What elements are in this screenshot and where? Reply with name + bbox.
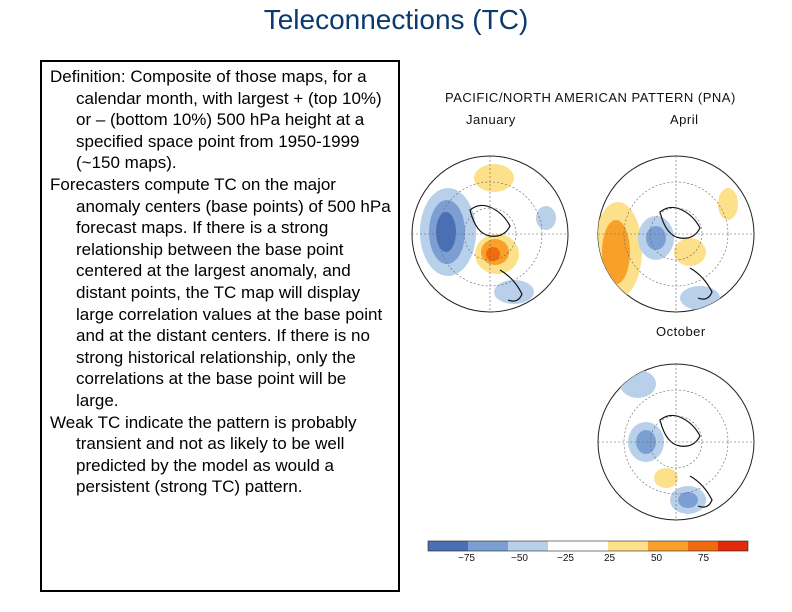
colorbar-segment [688, 541, 718, 551]
figure-title: PACIFIC/NORTH AMERICAN PATTERN (PNA) [445, 90, 736, 105]
map-january [411, 155, 569, 313]
forecasters-paragraph: Forecasters compute TC on the major anom… [50, 174, 391, 410]
month-label-january: January [466, 112, 516, 127]
map-october [597, 363, 755, 521]
colorbar-tick: 75 [698, 553, 710, 564]
colorbar-segment [548, 541, 608, 551]
colorbar-tick: 50 [651, 553, 663, 564]
definition-text-box: Definition: Composite of those maps, for… [40, 60, 400, 592]
map-april [597, 155, 755, 313]
colorbar-segment [608, 541, 648, 551]
colorbar-segment [648, 541, 688, 551]
colorbar-tick: −25 [557, 553, 574, 564]
slide-title: Teleconnections (TC) [263, 4, 529, 35]
month-label-october: October [656, 324, 706, 339]
colorbar-tick: −50 [511, 553, 528, 564]
definition-paragraph: Definition: Composite of those maps, for… [50, 67, 382, 173]
colorbar-segment [718, 541, 748, 551]
colorbar [427, 540, 749, 552]
weak-tc-paragraph: Weak TC indicate the pattern is probably… [50, 412, 357, 497]
colorbar-tick: 25 [604, 553, 616, 564]
colorbar-segment [508, 541, 548, 551]
colorbar-segment [468, 541, 508, 551]
colorbar-segment [428, 541, 468, 551]
colorbar-tick: −75 [458, 553, 475, 564]
month-label-april: April [670, 112, 699, 127]
